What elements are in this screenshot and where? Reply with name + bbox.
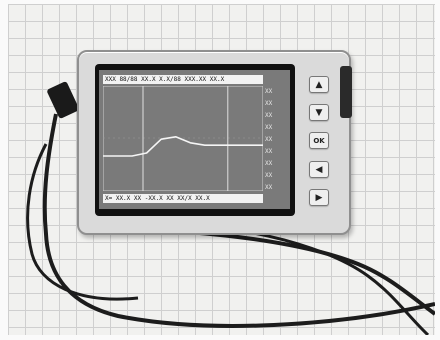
scale-label: XX (265, 172, 273, 179)
triangle-up-icon: ▲ (315, 79, 323, 90)
top-status-bar: XXX 88/88 XX.X X.X/88 XXX.XX XX.X (103, 75, 263, 84)
scale-label: XX (265, 160, 273, 167)
up-button[interactable]: ▲ (309, 76, 329, 93)
power-switch[interactable] (340, 66, 352, 118)
scale-label: XX (265, 88, 273, 95)
oscilloscope-screen: XXX 88/88 XX.X X.X/88 XXX.XX XX.X XX XX XX… (99, 70, 290, 209)
ok-button[interactable]: OK (309, 132, 329, 149)
scale-label: XX (265, 124, 273, 131)
usb-cable (26, 81, 435, 335)
bottom-status-bar: X= XX.X XX -XX.X XX XX/X XX.X (103, 194, 263, 203)
triangle-left-icon: ◀ (315, 164, 323, 175)
waveform-plot (103, 86, 263, 191)
triangle-down-icon: ▼ (315, 107, 323, 118)
scale-label: XX (265, 136, 273, 143)
waveform-trace (103, 135, 263, 157)
scale-label: XX (265, 148, 273, 155)
scale-label: XX (265, 100, 273, 107)
right-scale-labels: XX XX XX XX XX XX XX XX XX (265, 88, 287, 192)
right-button[interactable]: ▶ (309, 189, 329, 206)
scale-label: XX (265, 184, 273, 191)
triangle-right-icon: ▶ (315, 192, 323, 203)
down-button[interactable]: ▼ (309, 104, 329, 121)
left-button[interactable]: ◀ (309, 161, 329, 178)
plot-frame (103, 86, 263, 191)
scale-label: XX (265, 112, 273, 119)
